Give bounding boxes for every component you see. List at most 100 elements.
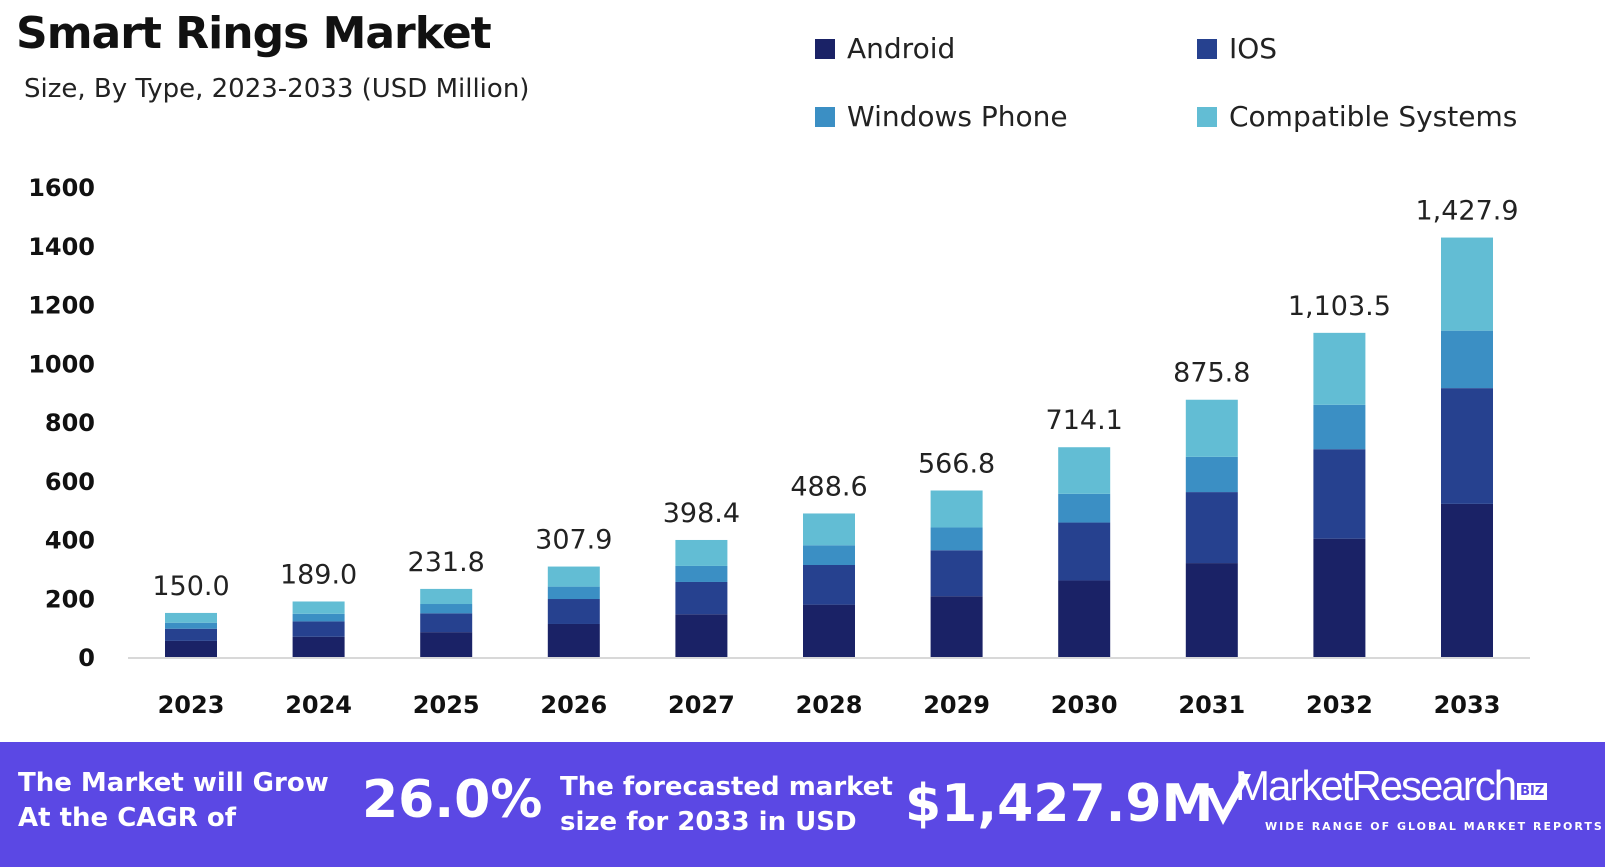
x-tick-label: 2028 (796, 691, 863, 719)
summary-banner: The Market will Grow At the CAGR of 26.0… (0, 742, 1605, 867)
bar-segment-android (1441, 503, 1493, 657)
bar-segment-android (420, 632, 473, 657)
y-tick-label: 200 (45, 585, 95, 613)
x-tick-label: 2031 (1178, 691, 1245, 719)
legend-swatch (815, 106, 835, 127)
bar-segment-compatible-systems (292, 601, 345, 614)
y-tick-label: 400 (45, 527, 95, 555)
bar-segment-android (803, 604, 855, 657)
bar-segment-ios (930, 550, 983, 597)
logo: MarketResearch BIZ WIDE RANGE OF GLOBAL … (1235, 762, 1602, 833)
bar-segment-compatible-systems (1441, 237, 1493, 331)
x-tick-label: 2023 (158, 691, 225, 719)
y-tick-label: 1000 (28, 350, 95, 378)
bar-segment-compatible-systems (1058, 447, 1111, 494)
bar-total-label: 566.8 (918, 449, 995, 480)
bar-segment-compatible-systems (930, 490, 983, 528)
legend-label: Compatible Systems (1229, 100, 1518, 133)
bar-segment-windows-phone (803, 545, 855, 565)
bar-total-label: 488.6 (790, 471, 867, 502)
cagr-value: 26.0% (362, 770, 543, 830)
legend-label: Windows Phone (847, 100, 1068, 133)
bar-segment-ios (803, 564, 855, 605)
bar-segment-android (292, 636, 345, 657)
x-tick-label: 2026 (540, 691, 607, 719)
logo-name: MarketResearch (1235, 762, 1517, 809)
bar-total-label: 231.8 (408, 547, 485, 578)
bar-segment-windows-phone (1313, 404, 1366, 450)
bar-segment-windows-phone (930, 527, 983, 551)
forecast-caption-line2: size for 2033 in USD (560, 807, 857, 837)
bar-segment-compatible-systems (1313, 332, 1366, 405)
x-tick-label: 2029 (923, 691, 990, 719)
bar-segment-android (1185, 563, 1238, 657)
y-tick-label: 600 (45, 468, 95, 496)
cagr-caption-line1: The Market will Grow (18, 768, 329, 798)
bar-segment-compatible-systems (1185, 399, 1238, 457)
x-tick-label: 2032 (1306, 691, 1373, 719)
x-tick-label: 2030 (1051, 691, 1118, 719)
y-tick-label: 1400 (28, 233, 95, 261)
forecast-caption: The forecasted market size for 2033 in U… (560, 770, 893, 840)
legend-swatch (815, 38, 835, 59)
bar-segment-ios (675, 581, 728, 615)
bar-total-label: 714.1 (1046, 405, 1123, 436)
x-tick-label: 2024 (285, 691, 352, 719)
bar-total-label: 1,103.5 (1288, 291, 1391, 322)
legend-item-android: Android (815, 32, 955, 65)
bar-segment-compatible-systems (803, 513, 855, 546)
chart-title: Smart Rings Market (16, 8, 492, 59)
bar-segment-ios (165, 628, 217, 641)
cagr-caption-line2: At the CAGR of (18, 803, 237, 833)
bar-segment-windows-phone (165, 622, 217, 629)
bar-segment-ios (547, 599, 600, 624)
legend-label: Android (847, 32, 956, 65)
legend-swatch (1197, 106, 1217, 127)
bar-segment-ios (1441, 388, 1493, 504)
bar-segment-ios (1185, 492, 1238, 564)
bar-segment-android (165, 640, 217, 657)
bar-segment-ios (1313, 449, 1366, 539)
chart-subtitle: Size, By Type, 2023-2033 (USD Million) (24, 74, 530, 104)
bar-segment-compatible-systems (420, 588, 473, 605)
bar-segment-ios (420, 613, 473, 633)
bar-segment-windows-phone (1058, 493, 1111, 523)
bar-total-label: 1,427.9 (1415, 196, 1518, 227)
bar-total-label: 398.4 (663, 498, 740, 529)
forecast-value: $1,427.9M (905, 774, 1214, 834)
bar-segment-windows-phone (292, 613, 345, 622)
bar-segment-android (547, 623, 600, 657)
bar-segment-windows-phone (1185, 456, 1238, 493)
y-tick-label: 0 (78, 644, 95, 672)
bar-segment-windows-phone (675, 565, 728, 582)
bar-segment-android (675, 614, 728, 657)
logo-badge: BIZ (1517, 783, 1548, 800)
legend-swatch (1197, 38, 1217, 59)
bar-segment-android (930, 596, 983, 657)
y-tick-label: 1200 (28, 292, 95, 320)
cagr-caption: The Market will Grow At the CAGR of (18, 766, 329, 836)
legend-item-windows-phone: Windows Phone (815, 100, 1068, 133)
bar-total-label: 189.0 (280, 559, 357, 590)
x-tick-label: 2033 (1434, 691, 1501, 719)
x-tick-label: 2025 (413, 691, 480, 719)
bar-segment-windows-phone (1441, 330, 1493, 389)
bar-segment-ios (1058, 522, 1111, 581)
bar-segment-android (1058, 580, 1111, 657)
bar-segment-windows-phone (420, 604, 473, 614)
bar-segment-android (1313, 538, 1366, 657)
legend-item-ios: IOS (1197, 32, 1277, 65)
stacked-bar-chart: 0 200 400 600 800 1000 1200 1400 1600 150.0 2023 18… (28, 174, 1530, 719)
y-tick-label: 1600 (28, 174, 95, 202)
bar-total-label: 150.0 (152, 571, 229, 602)
logo-check-icon (1205, 774, 1251, 825)
bar-segment-compatible-systems (675, 539, 728, 566)
bar-total-label: 875.8 (1173, 358, 1250, 389)
legend-item-compatible-systems: Compatible Systems (1197, 100, 1517, 133)
bar-total-label: 307.9 (535, 525, 612, 556)
bar-segment-compatible-systems (165, 612, 217, 623)
x-tick-label: 2027 (668, 691, 735, 719)
y-tick-label: 800 (45, 409, 95, 437)
forecast-caption-line1: The forecasted market (560, 772, 893, 802)
bar-segment-ios (292, 621, 345, 637)
